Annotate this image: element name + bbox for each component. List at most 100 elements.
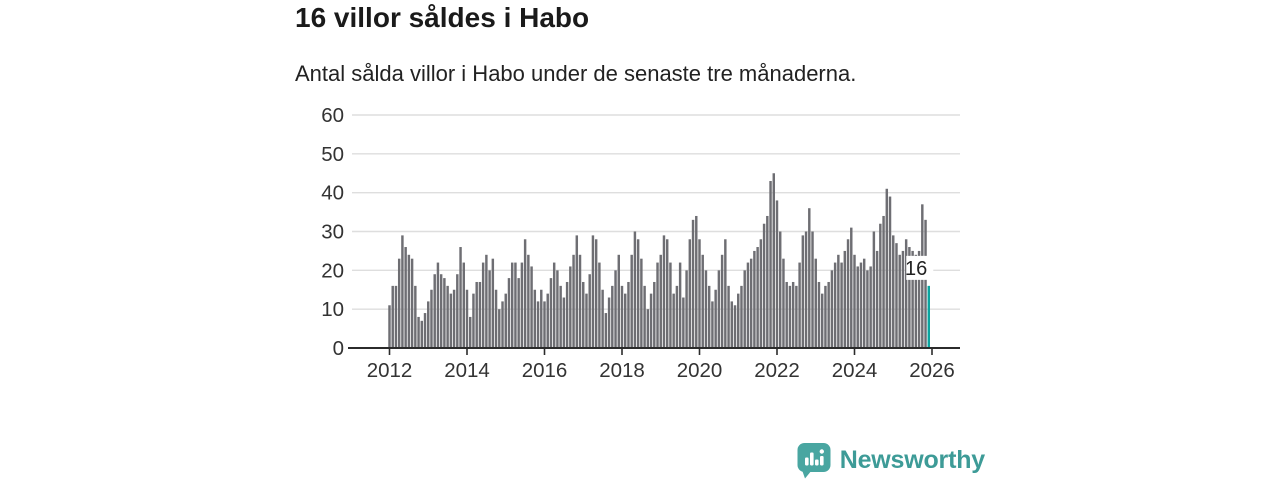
bar (530, 266, 533, 348)
bar (556, 270, 559, 348)
bar (707, 285, 711, 348)
bar (414, 285, 417, 348)
bar (846, 239, 850, 348)
bar (724, 239, 727, 348)
bar (720, 254, 724, 348)
bar (488, 270, 491, 348)
bar (669, 262, 672, 348)
bar (691, 219, 695, 348)
bar (501, 301, 504, 348)
y-tick-label: 50 (321, 143, 344, 166)
newsworthy-icon (797, 443, 831, 479)
bar (546, 293, 549, 348)
bar (614, 270, 617, 348)
bar (601, 289, 604, 348)
bar (885, 188, 889, 348)
bar (404, 247, 407, 348)
bar (749, 258, 753, 348)
bar (850, 227, 853, 348)
bar (656, 262, 659, 348)
bar (733, 305, 737, 348)
bar (908, 247, 911, 348)
bar (753, 250, 756, 348)
x-tick-label: 2024 (832, 359, 878, 382)
value-annotation: 16 (905, 255, 934, 280)
bar (743, 270, 746, 348)
bar (552, 262, 556, 348)
bar (772, 173, 775, 348)
bar (446, 285, 449, 348)
bar (562, 297, 566, 348)
bar (911, 250, 914, 348)
bar (636, 239, 640, 348)
bar (701, 254, 704, 348)
bar (517, 278, 520, 348)
bar (914, 254, 918, 348)
y-axis-labels: 0 10 20 30 40 50 60 (321, 104, 344, 360)
bar (811, 231, 814, 348)
highlighted-bar (927, 285, 930, 348)
bar (727, 285, 730, 348)
bar (882, 215, 885, 348)
bar (888, 196, 892, 348)
bar (465, 289, 469, 348)
bar (775, 200, 779, 348)
chart-title: 16 villor såldes i Habo (295, 2, 590, 33)
bar (827, 281, 830, 348)
bar (859, 262, 863, 348)
bar (391, 285, 394, 348)
y-tick-label: 20 (321, 259, 344, 282)
bar (543, 301, 546, 348)
bar (808, 208, 811, 348)
bar (510, 262, 514, 348)
bar (746, 262, 750, 348)
bar (588, 274, 591, 348)
bar (394, 285, 398, 348)
y-tick-label: 60 (321, 104, 344, 127)
bar (898, 254, 901, 348)
y-tick-label: 10 (321, 298, 344, 321)
bar (514, 262, 517, 348)
x-tick-label: 2022 (754, 359, 800, 382)
bar (649, 293, 653, 348)
bar (711, 301, 714, 348)
bars (388, 173, 930, 348)
bar (682, 297, 685, 348)
bar (585, 293, 588, 348)
bar (872, 231, 876, 348)
bar (853, 254, 856, 348)
bar (475, 281, 478, 348)
axes (348, 347, 960, 355)
bar (617, 254, 620, 348)
y-tick-label: 0 (333, 337, 344, 360)
bar (820, 293, 824, 348)
bar (737, 293, 740, 348)
bar (420, 320, 424, 348)
bar (795, 285, 798, 348)
y-tick-label: 30 (321, 221, 344, 244)
bar (572, 254, 575, 348)
bar (569, 266, 572, 348)
bar (527, 254, 530, 348)
bar (462, 262, 465, 348)
bar (439, 274, 443, 348)
bar (624, 293, 627, 348)
bar (798, 262, 801, 348)
bar (672, 293, 675, 348)
bar (678, 262, 682, 348)
bar (665, 239, 669, 348)
y-tick-label: 40 (321, 182, 344, 205)
bar (833, 262, 837, 348)
bar (559, 285, 562, 348)
bar (494, 289, 498, 348)
bar (766, 215, 769, 348)
bar (627, 281, 630, 348)
bar (837, 254, 840, 348)
bar (659, 254, 662, 348)
newsworthy-logo[interactable]: Newsworthy (796, 441, 985, 479)
bar (840, 262, 843, 348)
bar (856, 266, 859, 348)
bar (575, 235, 579, 348)
